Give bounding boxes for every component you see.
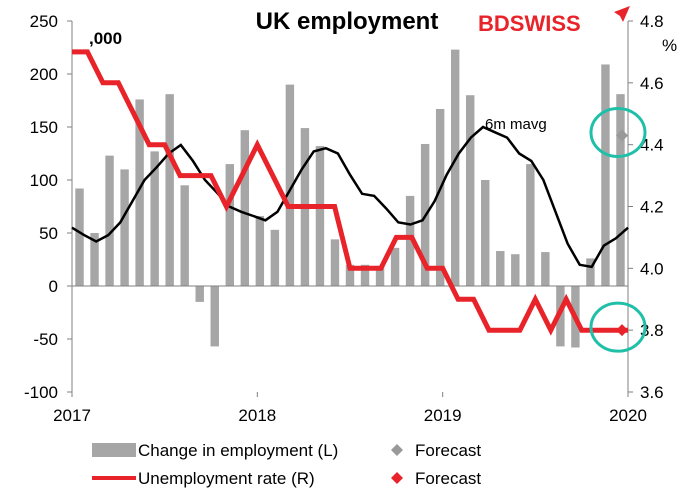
employment-bar <box>120 169 129 286</box>
forecast-employment-marker <box>616 129 628 142</box>
series-lines <box>71 49 629 336</box>
employment-bar <box>225 164 234 286</box>
left-tick-label: 200 <box>30 65 58 84</box>
x-tick-label: 2018 <box>238 406 276 425</box>
legend: Change in employment (L) Forecast Unempl… <box>92 441 481 488</box>
employment-bar <box>511 254 520 286</box>
x-tick-label: 2019 <box>424 406 462 425</box>
legend-item-employment: Change in employment (L) <box>92 441 338 460</box>
employment-bar <box>601 64 610 287</box>
employment-bar <box>526 164 535 286</box>
employment-bar <box>360 264 370 286</box>
legend-swatch-bar <box>92 443 136 457</box>
employment-bar <box>330 239 340 286</box>
employment-bar <box>255 216 265 286</box>
brand-logo: BDSWISS <box>478 6 630 36</box>
legend-label-forecast-grey: Forecast <box>415 441 481 460</box>
employment-bar <box>586 258 595 286</box>
forecast-highlight-circle <box>589 301 647 353</box>
x-tick-label: 2020 <box>609 406 647 425</box>
employment-bar <box>240 130 250 286</box>
unemployment-rate-line <box>72 49 628 336</box>
employment-bar <box>496 251 505 286</box>
logo-arrow-icon <box>614 6 630 22</box>
employment-bar <box>345 264 355 286</box>
employment-bar <box>481 180 490 286</box>
tick-labels: 250200150100500-50-1004.84.64.44.24.03.8… <box>24 12 664 425</box>
left-tick-label: 100 <box>30 171 58 190</box>
forecast-markers <box>589 106 647 353</box>
employment-bar <box>390 247 400 286</box>
employment-bar <box>541 252 550 286</box>
employment-bar <box>210 286 219 347</box>
forecast-unemployment-marker <box>616 324 628 337</box>
right-axis-unit: % <box>662 36 677 55</box>
employment-bar <box>285 84 295 286</box>
right-tick-label: 4.6 <box>640 74 664 93</box>
employment-bar <box>105 155 114 286</box>
employment-bar <box>270 229 280 286</box>
svg-text:BDSWISS: BDSWISS <box>478 11 581 36</box>
right-tick-label: 4.8 <box>640 12 664 31</box>
legend-item-forecast-employment: Forecast <box>391 441 481 460</box>
employment-bar <box>90 233 99 286</box>
legend-swatch-diamond-grey <box>391 444 403 456</box>
legend-item-unemployment: Unemployment rate (R) <box>92 469 315 488</box>
right-tick-label: 3.6 <box>640 383 664 402</box>
employment-bars <box>75 49 625 348</box>
left-axis-unit: ,000 <box>89 29 122 48</box>
employment-bar <box>165 94 174 286</box>
employment-bar <box>150 151 159 286</box>
employment-bar <box>435 108 445 286</box>
x-tick-label: 2017 <box>53 406 91 425</box>
employment-bar <box>616 94 625 286</box>
forecast-highlight-circle <box>589 106 647 158</box>
employment-bar <box>450 49 460 287</box>
employment-bar <box>466 95 475 286</box>
right-tick-label: 4.0 <box>640 259 664 278</box>
left-tick-label: 0 <box>49 277 58 296</box>
legend-item-forecast-unemployment: Forecast <box>391 469 481 488</box>
legend-label-unemployment: Unemployment rate (R) <box>138 469 315 488</box>
employment-bar <box>375 265 385 286</box>
left-tick-label: -100 <box>24 383 58 402</box>
employment-bar <box>195 286 204 302</box>
employment-bar <box>315 146 325 286</box>
legend-label-employment: Change in employment (L) <box>138 441 338 460</box>
left-tick-label: -50 <box>33 330 58 349</box>
logo-prefix: BD <box>478 11 510 36</box>
legend-label-forecast-red: Forecast <box>415 469 481 488</box>
employment-bar <box>75 188 84 286</box>
mavg-line <box>71 125 629 269</box>
legend-swatch-diamond-red <box>391 472 403 484</box>
mavg-annotation: 6m mavg <box>485 116 547 133</box>
logo-suffix: SWISS <box>510 11 581 36</box>
left-tick-label: 150 <box>30 118 58 137</box>
left-tick-label: 250 <box>30 12 58 31</box>
right-tick-label: 4.4 <box>640 136 664 155</box>
left-tick-label: 50 <box>39 224 58 243</box>
chart-title: UK employment <box>256 8 439 35</box>
employment-bar <box>180 185 189 286</box>
right-tick-label: 4.2 <box>640 198 664 217</box>
employment-bar <box>405 195 415 286</box>
employment-bar <box>135 99 144 286</box>
